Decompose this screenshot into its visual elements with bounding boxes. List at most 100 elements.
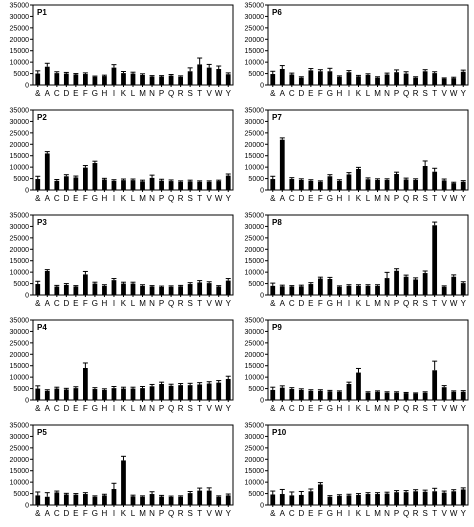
panel-p8-xtick-label: W (450, 299, 458, 308)
panel-p8-xtick-label: Q (403, 299, 409, 308)
panel-p1-xtick-label: W (215, 89, 223, 98)
panel-p5-xtick-label: & (35, 509, 41, 518)
panel-p4-ytick-label: 15000 (10, 363, 30, 370)
panel-p9-bar (270, 389, 276, 400)
panel-p3-ytick-label: 20000 (10, 247, 30, 254)
panel-p6-bar (270, 74, 276, 85)
panel-p5-bar (130, 496, 136, 505)
panel-p3-bar (140, 285, 145, 295)
panel-p3-xtick-label: Q (168, 299, 174, 308)
panel-p10-xtick-label: E (308, 509, 313, 518)
panel-p6-bar (422, 71, 428, 85)
panel-p8-bar (451, 276, 457, 295)
panel-p10-bar (460, 489, 466, 505)
panel-p7-bar (394, 174, 399, 190)
panel-p3-bar (159, 287, 164, 295)
panel-p9-bar (432, 370, 438, 400)
panel-p1-xtick-label: S (187, 89, 192, 98)
panel-p2-bar (197, 181, 203, 190)
panel-p1-bar (111, 67, 117, 85)
panel-p8-xtick-label: K (356, 299, 362, 308)
panel-p8-xtick-label: A (280, 299, 286, 308)
panel-p1-bar (73, 74, 79, 85)
panel-p8-ytick-label: 15000 (245, 258, 265, 265)
panel-p10-bar (422, 491, 428, 505)
panel-p2-xtick-label: & (35, 194, 41, 203)
panel-p6-xtick-label: D (298, 89, 304, 98)
panel-p6-xtick-label: R (413, 89, 419, 98)
panel-p1-title: P1 (37, 8, 47, 17)
panel-p8-xtick-label: & (270, 299, 276, 308)
panel-p8-xtick-label: D (298, 299, 304, 308)
panel-p2-bar (206, 181, 212, 190)
panel-p10-xtick-label: V (442, 509, 448, 518)
panel-p4-xtick-label: K (121, 404, 127, 413)
panel-p3-bar (92, 283, 98, 295)
panel-p4: P4 0 5000 10000 15000 20000 25000 30000 35000 & A C… (10, 318, 234, 413)
panel-p8-frame (267, 214, 469, 296)
panel-p5-xtick-label: Q (168, 509, 174, 518)
panel-p6-bar (365, 74, 371, 85)
panel-p4-bar (187, 385, 193, 400)
panel-p2-title: P2 (37, 113, 47, 122)
panel-p2-xtick-label: V (207, 194, 213, 203)
panel-p1-bar (92, 76, 98, 85)
panel-p2-bar (121, 180, 126, 190)
panel-p9-bar (451, 391, 457, 400)
panel-p1-ytick-label: 5000 (13, 71, 29, 78)
panel-p2-bar (35, 179, 41, 190)
panel-p8-ytick-label: 25000 (245, 235, 265, 242)
panel-p8-ytick-label: 0 (260, 293, 264, 300)
panel-p6-bar (337, 76, 342, 85)
panel-p2-ytick-label: 25000 (10, 130, 30, 137)
panel-p1-xtick-label: A (45, 89, 51, 98)
panel-p4-ytick-label: 25000 (10, 340, 30, 347)
panel-p10-xtick-label: W (450, 509, 458, 518)
panel-p2-bar (73, 177, 79, 190)
panel-p7-bar (318, 181, 323, 190)
panel-p1-bar (216, 69, 222, 85)
panel-p7-ytick-label: 0 (260, 188, 264, 195)
panel-p6-bar (356, 76, 361, 85)
panel-p1-bar (35, 73, 41, 85)
panel-p1-bar (140, 74, 145, 85)
panel-p1-bar (83, 74, 88, 85)
panel-p6-bar (441, 78, 447, 85)
panel-p2-bar (149, 177, 155, 190)
panel-p3-xtick-label: D (63, 299, 69, 308)
panel-p3-xtick-label: M (139, 299, 146, 308)
panel-p2-xtick-label: E (73, 194, 78, 203)
panel-p5-bar (197, 490, 203, 505)
panel-p4-bar (102, 389, 107, 400)
panel-p10-xtick-label: S (422, 509, 427, 518)
panel-p7-bar (298, 179, 304, 190)
panel-p6-ytick-label: 0 (260, 83, 264, 90)
panel-p2-xtick-label: R (178, 194, 184, 203)
panel-p9-bar (318, 390, 323, 400)
panel-p6-ytick-label: 30000 (245, 14, 265, 21)
panel-p8-bar (460, 283, 466, 295)
panel-p8-bar (375, 285, 380, 295)
panel-p2-xtick-label: H (102, 194, 108, 203)
panel-p10-ytick-label: 0 (260, 503, 264, 510)
panel-p10-xtick-label: F (318, 509, 323, 518)
panel-p2-bar (225, 175, 231, 190)
panel-p7-bar (441, 180, 447, 190)
panel-p6-xtick-label: H (337, 89, 343, 98)
panel-p6-ytick-label: 25000 (245, 25, 265, 32)
panel-p1-xtick-label: G (92, 89, 98, 98)
panel-p8-bar (279, 286, 285, 295)
panel-p9-xtick-label: D (298, 404, 304, 413)
panel-p3-xtick-label: E (73, 299, 78, 308)
panel-p6-xtick-label: W (450, 89, 458, 98)
panel-p3-xtick-label: F (83, 299, 88, 308)
panel-p6-bar (289, 74, 295, 85)
panel-p3-bar (63, 284, 69, 295)
panel-p5-ytick-label: 30000 (10, 434, 30, 441)
panel-p6-bar (403, 73, 409, 85)
panel-p5-bar (44, 496, 50, 505)
panel-p4-xtick-label: H (102, 404, 108, 413)
panel-p5-xtick-label: L (131, 509, 136, 518)
panel-p3-xtick-label: L (131, 299, 136, 308)
panel-p7-xtick-label: N (384, 194, 390, 203)
